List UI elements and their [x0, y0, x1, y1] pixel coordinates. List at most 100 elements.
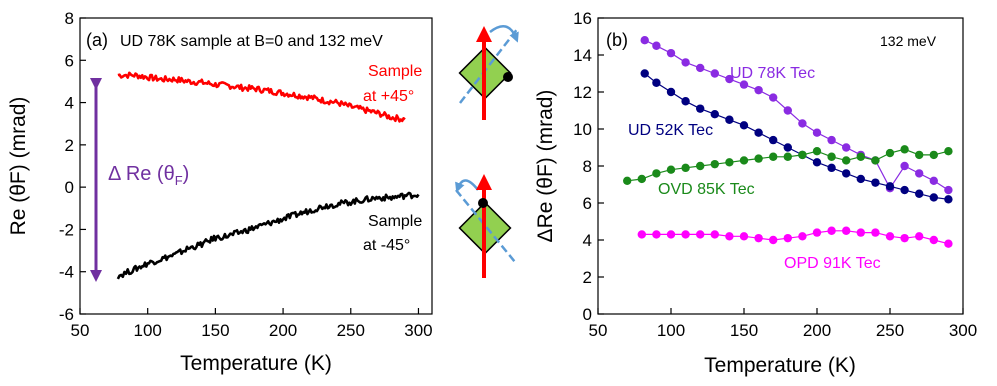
data-point-opd91k	[769, 235, 778, 245]
data-point-ovd85k	[769, 152, 778, 161]
data-point-opd91k	[652, 230, 661, 239]
data-point-ud52k	[812, 158, 822, 167]
data-point-ud78k	[900, 161, 909, 171]
data-point-ovd85k	[915, 150, 924, 160]
data-point-opd91k	[944, 239, 953, 248]
data-point-ud78k	[739, 80, 749, 89]
data-point-ovd85k	[696, 161, 705, 171]
panel-a-y-tick-label: -2	[59, 220, 74, 239]
panel-b-y-tick-label: 0	[583, 305, 592, 324]
sample-dot-minus-icon	[478, 198, 488, 208]
data-point-ud78k	[783, 106, 792, 115]
data-point-ovd85k	[652, 169, 661, 178]
data-point-ovd85k	[623, 176, 632, 185]
delta-label-sub: F	[175, 173, 183, 188]
data-point-ud52k	[769, 135, 778, 145]
series-line-ud52k	[644, 73, 949, 200]
label-minus-line1: Sample	[368, 213, 422, 230]
data-point-ovd85k	[944, 147, 953, 156]
data-point-ud78k	[754, 85, 763, 95]
data-point-ud78k	[842, 143, 851, 152]
data-point-ovd85k	[725, 158, 734, 167]
series-line-plus45	[117, 71, 406, 123]
data-point-opd91k	[798, 232, 807, 241]
schematic-plus-45	[458, 25, 519, 120]
data-point-ud78k	[798, 119, 807, 128]
panel-b-x-axis-label: Temperature (K)	[704, 354, 856, 377]
data-point-ud52k	[754, 128, 763, 137]
data-point-opd91k	[915, 232, 924, 241]
delta-label-close: )	[183, 163, 190, 185]
label-plus-line1: Sample	[368, 63, 422, 80]
data-point-ud78k	[944, 185, 953, 195]
data-point-ud78k	[827, 135, 836, 145]
data-point-ud78k	[696, 63, 705, 73]
data-point-ud52k	[885, 182, 895, 191]
data-point-ud52k	[640, 69, 649, 78]
data-point-opd91k	[871, 228, 880, 237]
data-point-ud52k	[871, 178, 880, 187]
data-point-ud78k	[640, 36, 649, 45]
data-point-opd91k	[885, 232, 895, 241]
panel-a-label: (a)	[86, 30, 108, 50]
data-point-ud78k	[812, 128, 822, 137]
panel-a-y-tick-label: -4	[59, 263, 74, 282]
panel-b-x-tick-label: 250	[876, 321, 904, 340]
data-point-opd91k	[842, 226, 851, 235]
panel-b-y-tick-label: 14	[573, 46, 592, 65]
panel-a-frame	[79, 17, 433, 315]
data-point-ud78k	[915, 169, 924, 178]
data-point-opd91k	[681, 230, 690, 239]
data-point-ud52k	[710, 110, 719, 119]
data-point-ovd85k	[783, 152, 792, 161]
legend-ud78k: UD 78K Tec	[730, 65, 815, 82]
panel-a-y-tick-label: 4	[65, 94, 74, 113]
data-point-ovd85k	[812, 147, 822, 156]
panel-a-x-tick-label: 150	[201, 321, 229, 340]
data-point-ovd85k	[710, 159, 719, 169]
panel-a-y-axis-label: Re (θF) (mrad)	[7, 97, 30, 236]
legend-ud52k: UD 52K Tec	[628, 122, 713, 139]
data-point-ud78k	[769, 93, 778, 102]
data-point-ud52k	[783, 143, 792, 152]
sample-dot-plus-icon	[503, 72, 513, 82]
data-point-ud52k	[900, 185, 909, 195]
data-point-ovd85k	[885, 148, 895, 158]
delta-label-main: Δ Re (θ	[108, 163, 175, 185]
panel-b-x-tick-label: 300	[949, 321, 977, 340]
panel-a-title: UD 78K sample at B=0 and 132 meV	[120, 33, 383, 50]
data-point-ud52k	[827, 163, 836, 173]
data-point-ovd85k	[681, 163, 690, 173]
panel-b: (b) 132 meV 50 100 150 200 250 300 0 2 4 6 8 10 12 14…	[534, 9, 977, 377]
panel-a-y-tick-label: 2	[65, 136, 74, 155]
data-point-ud52k	[652, 78, 661, 87]
data-point-opd91k	[710, 230, 719, 239]
data-point-opd91k	[739, 232, 749, 241]
label-minus-line2: at -45°	[363, 237, 410, 254]
data-point-ud78k	[666, 48, 676, 58]
panel-b-x-tick-label: 150	[730, 321, 758, 340]
legend-ovd85k: OVD 85K Tec	[658, 181, 755, 198]
label-plus-line2: at +45°	[363, 88, 414, 105]
panel-b-y-tick-label: 8	[583, 157, 592, 176]
panel-b-y-tick-label: 4	[583, 231, 592, 250]
data-point-ovd85k	[900, 145, 909, 154]
data-point-ovd85k	[856, 152, 865, 161]
data-point-opd91k	[812, 228, 822, 237]
data-point-ud78k	[652, 41, 661, 50]
data-point-ovd85k	[842, 156, 851, 165]
data-point-ud52k	[856, 174, 865, 184]
panel-b-series	[623, 36, 953, 248]
data-point-ud52k	[681, 97, 690, 106]
panel-a-x-axis-label: Temperature (K)	[180, 352, 332, 375]
panel-a-x-tick-label: 50	[71, 321, 90, 340]
panel-a-y-tick-label: 8	[65, 9, 74, 28]
data-point-opd91k	[696, 230, 705, 239]
panel-b-y-tick-label: 2	[583, 268, 592, 287]
legend-opd91k: OPD 91K Tec	[784, 255, 881, 272]
data-point-ovd85k	[827, 152, 836, 161]
panel-a-ticks: 50 100 150 200 250 300 -6 -4 -2 0 2 4 6 8	[59, 9, 433, 340]
data-point-ud52k	[725, 115, 734, 124]
panel-b-title: 132 meV	[880, 33, 937, 49]
